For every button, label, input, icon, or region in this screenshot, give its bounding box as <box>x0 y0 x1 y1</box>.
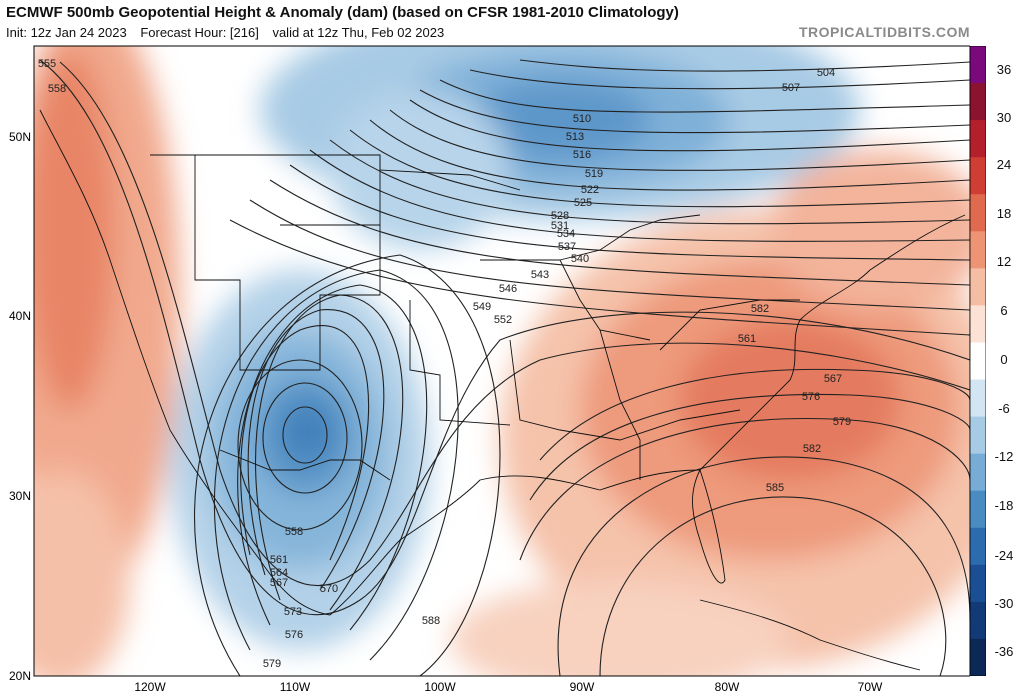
latitude-label: 20N <box>9 669 31 683</box>
contour-label: 567 <box>824 373 842 385</box>
longitude-label: 70W <box>858 680 883 694</box>
contour-label: 582 <box>803 443 821 455</box>
contour-label: 543 <box>531 269 549 281</box>
contour-label: 525 <box>574 197 592 209</box>
colorbar <box>970 46 986 676</box>
contour-label: 585 <box>766 482 784 494</box>
map-canvas: 50N 40N 30N 20N 120W 110W 100W 90W 80W 70W 555 55… <box>9 45 970 694</box>
latitude-label: 30N <box>9 489 31 503</box>
contour-label: 552 <box>494 314 512 326</box>
colorbar-swatch <box>970 120 986 158</box>
geographic-boundaries <box>39 109 966 671</box>
contour-label: 564 <box>270 567 288 579</box>
contour-labels: 5555585045075105135165195225255285315345… <box>38 58 851 670</box>
anomaly-shading <box>34 46 970 676</box>
colorbar-label: 12 <box>996 254 1012 269</box>
colorbar-swatch <box>970 638 986 676</box>
contour-label: 516 <box>573 149 591 161</box>
colorbar-swatch <box>970 194 986 232</box>
contour-label: 579 <box>833 416 851 428</box>
longitude-label: 90W <box>570 680 595 694</box>
colorbar-swatch <box>970 527 986 566</box>
contour-label: 570 <box>320 583 338 595</box>
colorbar-swatch <box>970 46 986 84</box>
colorbar-label: -24 <box>994 548 1014 563</box>
contour-label: 546 <box>499 283 517 295</box>
colorbar-swatch <box>970 305 986 343</box>
colorbar-label: -12 <box>994 449 1014 464</box>
contour-label: 567 <box>270 577 288 589</box>
height-contours <box>39 59 970 676</box>
contour-label: 534 <box>557 228 575 240</box>
colorbar-label: -30 <box>994 596 1014 611</box>
contour-label: 522 <box>581 184 599 196</box>
contour-label: 528 <box>551 210 569 222</box>
contour-label: 558 <box>48 83 66 95</box>
colorbar-label: 6 <box>1000 303 1008 318</box>
contour-label: 555 <box>38 58 56 70</box>
longitude-label: 120W <box>134 680 166 694</box>
colorbar-swatch <box>970 268 986 306</box>
contour-label: 576 <box>802 391 820 403</box>
colorbar-label: -6 <box>998 401 1010 416</box>
contour-label: 561 <box>270 554 288 566</box>
contour-label: 531 <box>551 220 569 232</box>
colorbar-label: 0 <box>1000 352 1008 367</box>
contour-label: 561 <box>738 333 756 345</box>
colorbar-swatch <box>970 601 986 640</box>
colorbar-swatch <box>970 453 986 492</box>
colorbar-swatch <box>970 83 986 121</box>
colorbar-label: -18 <box>994 498 1014 513</box>
colorbar-label: 30 <box>996 110 1012 125</box>
colorbar-label: 18 <box>996 206 1012 221</box>
contour-label: 519 <box>585 168 603 180</box>
longitude-label: 80W <box>715 680 740 694</box>
colorbar-swatch <box>970 342 986 381</box>
colorbar-swatch <box>970 379 986 418</box>
colorbar-label: 36 <box>996 62 1012 77</box>
brand-label: TROPICALTIDBITS.COM <box>798 24 970 40</box>
contour-label: 540 <box>571 253 589 265</box>
colorbar-swatch <box>970 416 986 455</box>
contour-label: 513 <box>566 131 584 143</box>
colorbar-swatch <box>970 231 986 269</box>
chart-title: ECMWF 500mb Geopotential Height & Anomal… <box>6 4 679 21</box>
contour-label: 579 <box>263 658 281 670</box>
contour-label: 588 <box>422 615 440 627</box>
contour-label: 510 <box>573 113 591 125</box>
contour-label: 504 <box>817 67 835 79</box>
init-time: Init: 12z Jan 24 2023 <box>6 25 127 40</box>
contour-label: 507 <box>782 82 800 94</box>
forecast-hour: Forecast Hour: [216] <box>140 25 259 40</box>
colorbar-label: 24 <box>996 157 1012 172</box>
contour-label: 549 <box>473 301 491 313</box>
colorbar-swatch <box>970 157 986 195</box>
colorbar-swatch <box>970 490 986 529</box>
latitude-label: 40N <box>9 309 31 323</box>
valid-time: valid at 12z Thu, Feb 02 2023 <box>272 25 445 40</box>
chart-subtitle: Init: 12z Jan 24 2023 Forecast Hour: [21… <box>6 25 454 40</box>
colorbar-label: -36 <box>994 644 1014 659</box>
contour-label: 558 <box>285 526 303 538</box>
latitude-label: 50N <box>9 130 31 144</box>
contour-label: 582 <box>751 303 769 315</box>
longitude-label: 100W <box>424 680 456 694</box>
longitude-label: 110W <box>280 680 311 694</box>
latitude-axis: 50N 40N 30N 20N <box>9 130 31 683</box>
colorbar-swatch <box>970 564 986 603</box>
longitude-axis: 120W 110W 100W 90W 80W 70W <box>134 680 883 694</box>
contour-label: 537 <box>558 241 576 253</box>
contour-label: 573 <box>284 606 302 618</box>
contour-label: 576 <box>285 629 303 641</box>
